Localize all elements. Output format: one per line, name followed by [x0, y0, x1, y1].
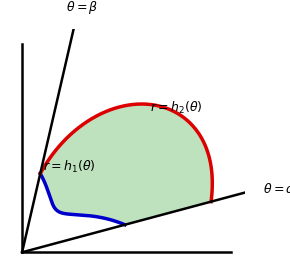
- Polygon shape: [40, 104, 212, 225]
- Text: $r = h_2\left(\theta\right)$: $r = h_2\left(\theta\right)$: [150, 100, 202, 116]
- Text: $r = h_1\left(\theta\right)$: $r = h_1\left(\theta\right)$: [43, 159, 96, 175]
- Text: $\theta = \beta$: $\theta = \beta$: [66, 0, 99, 16]
- Text: $\theta = \alpha$: $\theta = \alpha$: [263, 182, 290, 196]
